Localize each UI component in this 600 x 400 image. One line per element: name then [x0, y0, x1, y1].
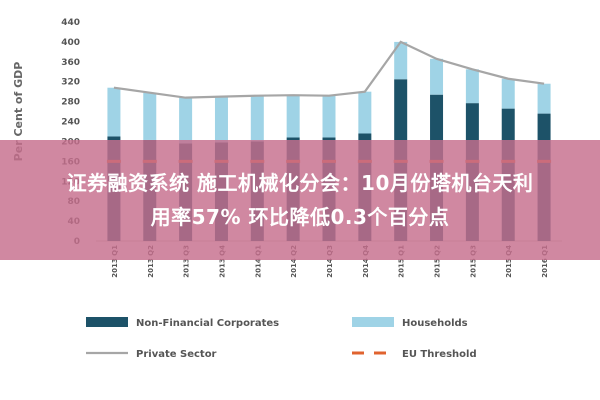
bar-households	[250, 95, 264, 142]
x-tick-label: 2014 Q4	[362, 245, 370, 278]
y-tick-label: 440	[61, 18, 80, 28]
bar-households	[465, 69, 479, 104]
legend-label: Households	[402, 318, 468, 329]
bar-households	[214, 96, 228, 143]
x-tick-label: 2015 Q4	[505, 245, 513, 278]
bar-households	[394, 41, 408, 80]
bar-households	[107, 87, 121, 137]
x-tick-label: 2016 Q1	[541, 245, 549, 278]
y-tick-label: 280	[61, 98, 80, 108]
bar-households	[430, 58, 444, 95]
y-axis-title: Per Cent of GDP	[12, 62, 25, 162]
x-tick-label: 2015 Q1	[398, 245, 406, 278]
x-tick-label: 2013 Q3	[183, 245, 191, 278]
legend-label: Private Sector	[136, 349, 217, 360]
y-tick-label: 360	[61, 58, 80, 68]
legend-label: EU Threshold	[402, 349, 477, 360]
bar-households	[358, 91, 372, 134]
headline-line-1: 证券融资系统 施工机械化分会：10月份塔机台天利	[66, 171, 534, 195]
bar-households	[322, 95, 336, 138]
bar-households	[501, 78, 515, 109]
headline-line-2: 用率57% 环比降低0.3个百分点	[150, 205, 450, 229]
bar-households	[143, 92, 157, 140]
x-tick-label: 2015 Q3	[469, 245, 477, 278]
legend-label: Non-Financial Corporates	[136, 318, 279, 329]
y-tick-label: 400	[61, 38, 80, 48]
x-tick-label: 2013 Q2	[147, 245, 155, 278]
bar-households	[179, 97, 193, 144]
legend-swatch	[352, 317, 394, 327]
bar-households	[537, 83, 551, 114]
chart-legend: Non-Financial Corporates Households Privat…	[86, 317, 477, 360]
x-tick-label: 2014 Q3	[326, 245, 334, 278]
x-tick-label: 2014 Q1	[254, 245, 262, 278]
line-private-sector	[113, 40, 545, 99]
bar-households	[286, 95, 300, 138]
x-tick-label: 2013 Q1	[111, 245, 119, 278]
x-tick-label: 2014 Q2	[290, 245, 298, 278]
y-tick-label: 320	[61, 78, 80, 88]
x-tick-label: 2015 Q2	[434, 245, 442, 278]
headline-banner: 证券融资系统 施工机械化分会：10月份塔机台天利 用率57% 环比降低0.3个百…	[0, 140, 600, 260]
y-tick-label: 240	[61, 118, 80, 128]
x-tick-label: 2013 Q4	[218, 245, 226, 278]
legend-swatch	[86, 317, 128, 327]
